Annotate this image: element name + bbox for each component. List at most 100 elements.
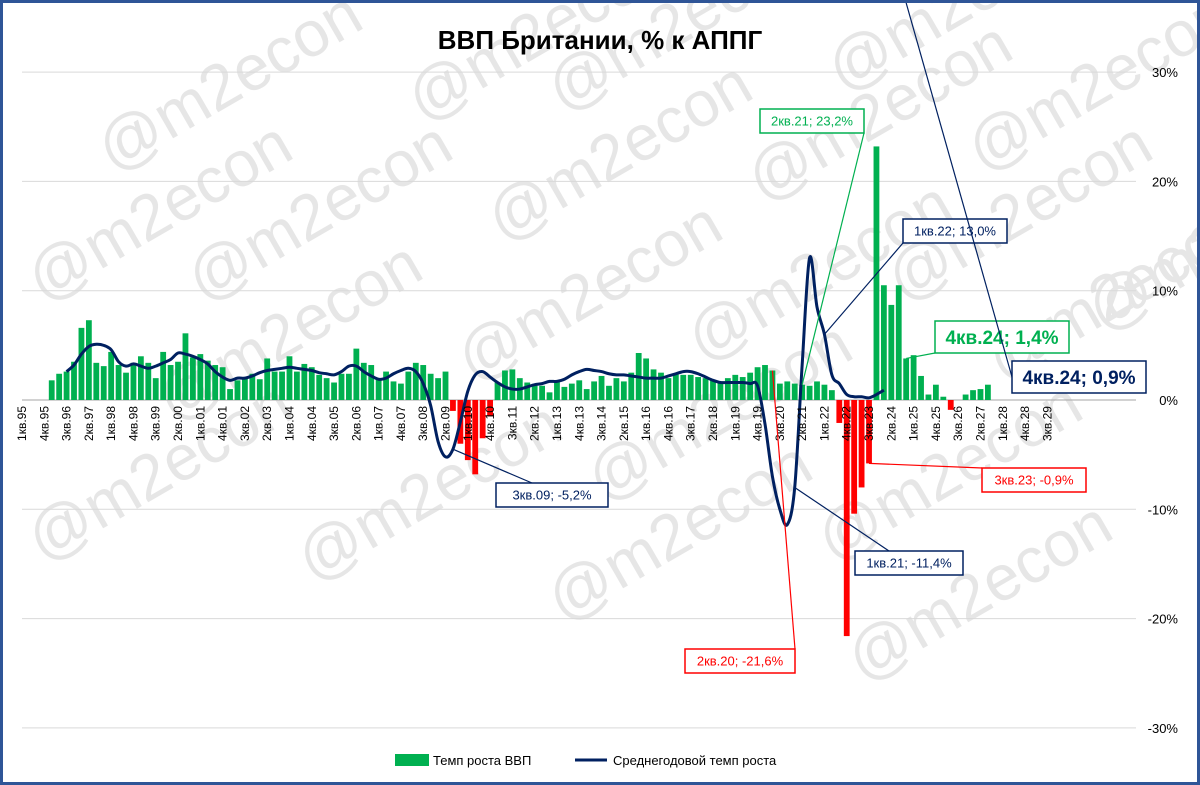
bar [895, 285, 902, 400]
bar [398, 383, 404, 400]
bar [494, 382, 501, 400]
bar [762, 365, 768, 400]
x-tick-label: 4кв.95 [37, 406, 51, 441]
bar [175, 361, 181, 400]
legend-label: Среднегодовой темп роста [613, 753, 777, 768]
bar [546, 392, 553, 400]
x-tick-label: 4кв.25 [929, 406, 943, 441]
x-tick-label: 3кв.08 [416, 406, 430, 441]
bar [435, 378, 441, 400]
x-tick-label: 2кв.27 [973, 406, 987, 441]
y-tick-label: -10% [1148, 502, 1179, 517]
line-layer [65, 255, 885, 527]
bar [182, 333, 189, 400]
x-tick-label: 3кв.14 [595, 406, 609, 441]
annotation-box [495, 482, 609, 508]
annotations-layer: 2кв.21; 23,2% 1кв.22; 13,0% 4кв.24; 1,4% 4к… [452, 3, 1147, 674]
bar [71, 361, 77, 400]
annotation-label: 4кв.24; 0,9% [1022, 368, 1135, 389]
bar [204, 360, 211, 400]
y-tick-label: -30% [1148, 721, 1179, 736]
bar [130, 362, 137, 400]
bar [472, 400, 479, 475]
x-tick-label: 1кв.95 [15, 406, 29, 441]
x-tick-label: 1кв.13 [550, 406, 564, 441]
bar [331, 382, 337, 400]
bar [836, 400, 843, 423]
annotation-leader [868, 462, 983, 469]
x-tick-label: 4кв.04 [305, 406, 319, 441]
y-axis: 30% 20% 10% 0% -10% -20% -30% [1148, 65, 1179, 736]
bar [628, 372, 635, 400]
bar [710, 380, 716, 400]
bar [212, 365, 219, 400]
bar [531, 384, 538, 400]
bar [316, 374, 323, 400]
bar [412, 362, 419, 400]
x-tick-label: 3кв.20 [773, 406, 787, 441]
x-tick-label: 2кв.24 [884, 406, 898, 441]
x-tick-label: 1кв.22 [817, 406, 831, 441]
bar [242, 377, 248, 400]
x-tick-label: 1кв.07 [372, 406, 386, 441]
x-tick-label: 4кв.22 [840, 406, 854, 441]
bar [375, 378, 382, 400]
y-tick-label: 0% [1159, 393, 1178, 408]
x-tick-label: 2кв.97 [82, 406, 96, 441]
bar [970, 390, 976, 400]
bar [338, 373, 345, 400]
bar [843, 400, 850, 637]
bar [814, 381, 820, 400]
bar [717, 381, 724, 400]
bar [769, 370, 776, 400]
bar [880, 285, 887, 400]
x-tick-label: 4кв.16 [661, 406, 675, 441]
x-axis: 1кв.95 4кв.95 3кв.96 2кв.97 1кв.98 4кв.98 3кв.… [15, 406, 1054, 441]
bar [450, 400, 456, 411]
bar [227, 389, 233, 400]
bar [932, 384, 939, 400]
annotation-leader [452, 448, 533, 484]
bar [323, 378, 330, 400]
x-tick-label: 4кв.07 [394, 406, 408, 441]
bar [108, 351, 115, 400]
x-tick-label: 4кв.13 [572, 406, 586, 441]
annotation-box [1011, 360, 1147, 394]
annotation-box [854, 550, 964, 576]
x-tick-label: 1кв.19 [728, 406, 742, 441]
annotation-label: 3кв.23; -0,9% [994, 473, 1074, 488]
y-tick-label: -20% [1148, 612, 1179, 627]
bar [799, 384, 806, 400]
bar [145, 362, 152, 400]
x-tick-label: 1кв.16 [639, 406, 653, 441]
bar [346, 373, 352, 400]
x-tick-label: 2кв.06 [349, 406, 363, 441]
chart-title: ВВП Британии, % к АППГ [438, 25, 763, 55]
x-tick-label: 4кв.28 [1018, 406, 1032, 441]
bar [360, 362, 367, 400]
bar [78, 327, 85, 400]
x-tick-label: 2кв.03 [260, 406, 274, 441]
bar [583, 389, 590, 400]
bar [851, 400, 858, 514]
annotation-label: 2кв.20; -21,6% [697, 654, 784, 669]
bar [301, 363, 308, 400]
x-tick-label: 4кв.10 [483, 406, 497, 441]
bar [271, 371, 278, 400]
bar [85, 320, 92, 400]
bar [286, 356, 293, 400]
legend-bar-swatch [395, 754, 429, 766]
annotation-label: 1кв.21; -11,4% [866, 556, 952, 571]
x-tick-label: 4кв.01 [216, 406, 230, 441]
bar [918, 375, 924, 400]
annotation-label: 3кв.09; -5,2% [512, 488, 592, 503]
bar [219, 367, 226, 400]
bar [776, 383, 783, 400]
chart-svg: @m2econ@m2econ@m2econ@m2econ@m2econ@m2ec… [14, 3, 1197, 768]
bar [784, 381, 791, 400]
bar [189, 357, 196, 400]
x-tick-label: 4кв.98 [126, 406, 140, 441]
bar [739, 377, 746, 400]
bar [442, 371, 449, 400]
bar [93, 362, 100, 400]
